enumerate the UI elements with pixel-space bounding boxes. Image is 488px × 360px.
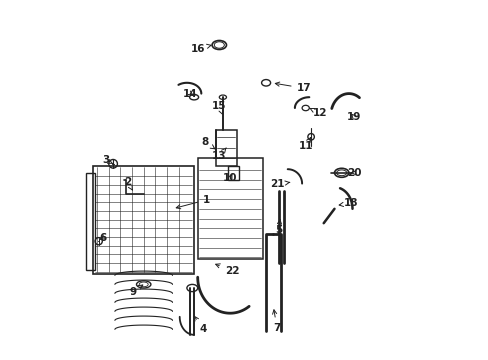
Text: 21: 21 <box>269 179 289 189</box>
Text: 1: 1 <box>176 195 210 209</box>
Text: 3: 3 <box>102 155 112 165</box>
Text: 13: 13 <box>212 148 226 161</box>
Text: 20: 20 <box>346 168 361 178</box>
Text: 4: 4 <box>194 316 206 334</box>
Text: 2: 2 <box>123 177 132 190</box>
Text: 19: 19 <box>346 112 361 122</box>
Bar <box>86 173 95 270</box>
Text: 9: 9 <box>129 285 142 297</box>
Text: 17: 17 <box>275 82 310 93</box>
Bar <box>197 158 262 259</box>
Text: 6: 6 <box>100 233 107 243</box>
Text: 7: 7 <box>272 310 280 333</box>
Text: 15: 15 <box>212 101 226 114</box>
Bar <box>93 166 194 274</box>
Text: 10: 10 <box>223 173 237 183</box>
Text: 11: 11 <box>298 138 312 151</box>
Text: 16: 16 <box>190 44 211 54</box>
Text: 12: 12 <box>309 108 326 118</box>
Text: 22: 22 <box>215 264 239 276</box>
Bar <box>228 166 239 180</box>
Text: 5: 5 <box>275 220 282 235</box>
Text: 14: 14 <box>183 89 198 99</box>
Bar <box>215 130 237 166</box>
Text: 18: 18 <box>339 198 357 208</box>
Text: 8: 8 <box>201 137 214 149</box>
